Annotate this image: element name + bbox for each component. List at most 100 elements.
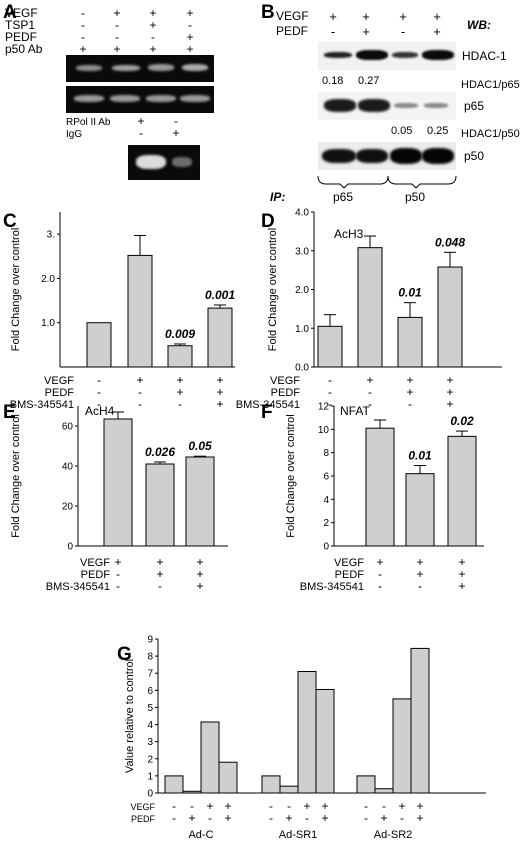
a-sign: +: [149, 6, 156, 20]
condition-sign: +: [156, 555, 163, 569]
y-tick-label: 40: [62, 462, 74, 473]
y-tick-label: 0.0: [295, 363, 309, 374]
gel-band: [146, 95, 176, 102]
a-sign: +: [186, 30, 193, 44]
condition-sign: -: [97, 385, 101, 399]
p-value-label: 0.001: [205, 288, 235, 302]
blot-band: [422, 50, 454, 60]
gel-band: [76, 65, 102, 71]
ip-bracket-p50: [387, 175, 457, 189]
blot-band: [394, 103, 418, 108]
y-tick-label: 2.0: [41, 274, 55, 285]
p-value-label: 0.05: [188, 439, 212, 453]
blot-band: [358, 99, 390, 112]
bar: [182, 790, 202, 794]
condition-label: BMS-345541: [10, 399, 74, 411]
ip-bracket-p65: [317, 175, 389, 189]
b-ip-label: IP:: [270, 190, 286, 204]
bar: [365, 427, 395, 547]
y-tick-label: 1.0: [295, 324, 309, 335]
condition-sign: +: [416, 799, 423, 813]
blot-band: [324, 52, 352, 58]
a-sign: +: [113, 42, 120, 56]
y-tick-label: 0: [147, 789, 153, 800]
y-tick-label: 4: [323, 495, 329, 506]
a-sign: -: [81, 18, 85, 32]
y-tick-label: 3: [147, 737, 153, 748]
panel-label-e: E: [3, 402, 16, 423]
group-label: Ad-C: [188, 829, 213, 841]
condition-sign: -: [138, 397, 142, 411]
condition-sign: +: [406, 385, 413, 399]
y-tick-label: 12: [318, 402, 330, 413]
condition-sign: +: [446, 385, 453, 399]
condition-sign: -: [378, 579, 382, 593]
gel-band: [112, 65, 140, 71]
blot-band: [356, 50, 388, 60]
blot-label-p65: p65: [464, 99, 485, 113]
condition-sign: -: [328, 373, 332, 387]
condition-label: BMS-345541: [300, 581, 364, 593]
condition-label: VEGF: [334, 557, 364, 569]
ratio-p65-label: HDAC1/p65: [461, 79, 520, 91]
condition-label: PEDF: [81, 569, 111, 581]
y-tick-label: 1.0: [41, 318, 55, 329]
b-pedf-sign: +: [362, 24, 370, 39]
y-tick-label: 3.: [47, 230, 55, 241]
condition-sign: -: [305, 811, 309, 825]
a-sign: +: [186, 6, 193, 20]
condition-sign: +: [176, 385, 183, 399]
group-label: Ad-SR2: [374, 829, 413, 841]
ratio-p50-label: HDAC1/p50: [461, 128, 520, 140]
blot-label-hdac1: HDAC-1: [462, 49, 507, 63]
chart-title: AcH3: [334, 227, 364, 241]
ratio-p65-1: 0.18: [322, 75, 344, 87]
ip-group-p50: p50: [405, 190, 426, 204]
bar: [207, 307, 233, 368]
y-tick-label: 9: [147, 635, 153, 646]
condition-sign: +: [224, 811, 231, 825]
y-tick-label: 4.0: [295, 208, 309, 219]
condition-sign: +: [321, 799, 328, 813]
y-tick-label: 0: [67, 542, 73, 553]
panel-label-a: A: [3, 2, 17, 23]
bar: [315, 688, 335, 794]
condition-sign: +: [196, 555, 203, 569]
condition-sign: +: [216, 373, 223, 387]
condition-sign: +: [216, 397, 223, 411]
condition-sign: -: [408, 397, 412, 411]
a-sign: +: [137, 114, 144, 128]
condition-sign: +: [114, 555, 121, 569]
condition-sign: -: [368, 385, 372, 399]
bar: [127, 254, 153, 368]
condition-sign: -: [378, 567, 382, 581]
gel-band: [136, 155, 166, 169]
bar: [374, 788, 394, 794]
condition-label: PEDF: [271, 387, 301, 399]
bar: [297, 671, 317, 794]
condition-sign: +: [188, 811, 195, 825]
ratio-p50-2: 0.25: [427, 125, 449, 137]
a-row-label: VEGF: [5, 6, 38, 20]
y-tick-label: 10: [318, 425, 330, 436]
gel-band: [172, 157, 192, 167]
bar: [356, 775, 376, 794]
blot-p50: [318, 142, 456, 170]
condition-sign: +: [446, 397, 453, 411]
condition-sign: +: [206, 799, 213, 813]
condition-label: PEDF: [45, 387, 75, 399]
gel-band: [74, 95, 104, 102]
b-vegf-label: VEGF: [276, 9, 309, 23]
condition-label: BMS-345541: [46, 581, 110, 593]
condition-sign: -: [172, 799, 176, 813]
y-axis-label: Fold Change over control: [285, 414, 297, 538]
blot-band: [424, 103, 448, 108]
y-tick-label: 6: [323, 472, 329, 483]
blot-band: [322, 149, 356, 163]
condition-sign: +: [458, 555, 465, 569]
bar: [164, 775, 184, 794]
a-sign: -: [81, 6, 85, 20]
condition-sign: +: [416, 811, 423, 825]
bar: [279, 785, 299, 794]
group-label: Ad-SR1: [279, 829, 318, 841]
